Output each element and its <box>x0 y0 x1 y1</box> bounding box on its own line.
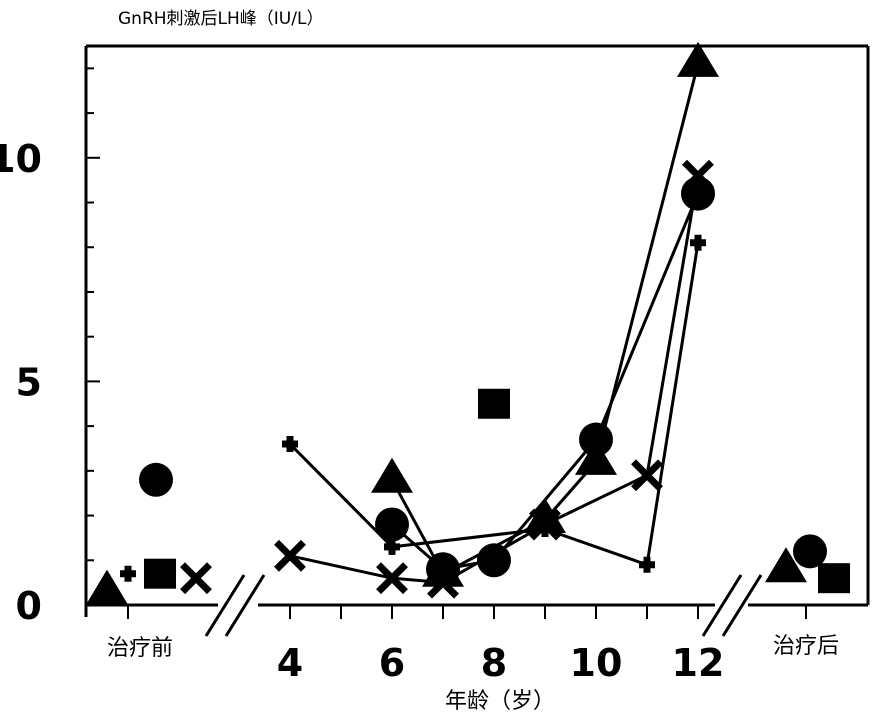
axis-break-mark <box>224 574 266 637</box>
circle-marker <box>681 176 715 211</box>
cross-marker <box>180 562 212 595</box>
circle-marker <box>579 422 613 457</box>
triangle-marker <box>86 569 128 605</box>
x-tick-label: 10 <box>570 641 623 685</box>
x-axis: 4 6 8 10 12 <box>127 605 807 685</box>
triangle-marker <box>371 457 413 493</box>
y-tick-label: 0 <box>16 584 42 628</box>
y-axis-label: GnRH刺激后LH峰（IU/L） <box>118 9 323 29</box>
plus-marker <box>120 565 136 582</box>
plus-marker <box>639 556 655 573</box>
x-tick-label: 4 <box>277 641 303 685</box>
triangle-marker <box>575 439 617 475</box>
x-axis-label: 年龄（岁） <box>445 689 555 714</box>
cross-marker <box>427 566 459 599</box>
plot-frame <box>84 44 870 637</box>
square-marker <box>478 388 510 419</box>
axis-break-mark <box>721 574 763 637</box>
cross-series-line <box>289 175 700 585</box>
y-tick-label: 10 <box>0 137 42 181</box>
x-tick-label: 12 <box>672 641 725 685</box>
cross-marker <box>376 562 408 595</box>
plus-marker <box>384 538 400 555</box>
y-tick-label: 5 <box>16 360 42 404</box>
plus-marker <box>690 234 706 251</box>
before-treatment-label: 治疗前 <box>107 636 173 661</box>
cross-marker <box>682 159 714 192</box>
data-markers <box>86 41 850 605</box>
after-treatment-label: 治疗后 <box>773 634 839 659</box>
axis-break-mark <box>204 574 246 637</box>
triangle-marker <box>524 498 566 534</box>
cross-marker <box>274 539 306 572</box>
square-marker <box>144 558 176 589</box>
circle-marker <box>139 462 173 497</box>
triangle-marker <box>422 551 464 587</box>
x-tick-label: 8 <box>481 641 507 685</box>
triangle-series-line <box>390 63 700 576</box>
triangle-marker <box>765 547 807 583</box>
x-tick-label: 6 <box>379 641 405 685</box>
series-lines <box>288 63 700 585</box>
circle-marker <box>375 507 409 542</box>
y-axis: 0 5 10 <box>0 67 100 628</box>
circle-marker <box>793 534 827 569</box>
circle-marker <box>477 543 511 578</box>
triangle-marker <box>677 41 719 77</box>
plus-marker <box>282 436 298 453</box>
square-marker <box>818 563 850 594</box>
plus-marker <box>537 520 553 537</box>
cross-marker <box>631 459 663 492</box>
axis-break-mark <box>701 574 743 637</box>
